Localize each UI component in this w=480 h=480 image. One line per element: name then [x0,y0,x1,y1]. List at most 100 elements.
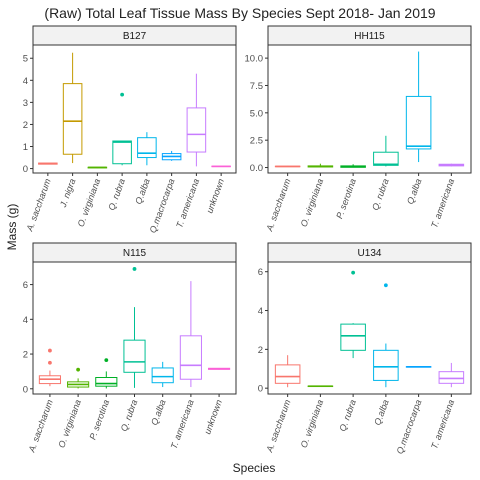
x-tick-label: A. saccharum [24,177,53,234]
box-unknown [211,165,231,168]
y-tick-label: 0 [258,384,263,395]
box-p-serotina [95,358,118,389]
x-tick-label: Q.alba [405,177,423,205]
box-q-alba [373,283,399,388]
x-tick-label: Q.macrocarpa [148,177,177,234]
panel-u134: U134 0 2 4 6 A. saccharum O. virginiana Q. rubr… [258,242,472,455]
x-tick-label: T. americana [174,177,201,229]
iqr-box [151,367,174,384]
iqr-box [186,107,207,153]
y-tick-label: 5.0 [250,108,263,119]
facet-strip-label: HH115 [354,31,385,42]
y-axis-title: Mass (g) [5,204,19,251]
box-a-saccharum [274,165,301,168]
x-tick-label: unknown [202,398,224,435]
box-q-rubra [340,270,366,359]
iqr-box [95,377,118,387]
box-a-saccharum [38,162,58,165]
x-tick-label: Q. rubra [119,398,140,432]
y-tick-label: 1 [23,142,28,153]
x-tick-label: A. saccharum [26,398,55,455]
y-tick-label: 2.5 [250,136,263,147]
panel-hh115: HH115 0.0 2.5 5.0 7.5 10.0 A. saccharum O. virg… [245,25,472,234]
facet-strip-label: B127 [123,31,147,42]
iqr-box [405,95,432,150]
box-q-alba [151,361,174,388]
y-tick-label: 3 [23,98,28,109]
x-tick-label: O. virginiana [299,398,326,449]
x-tick-label: Q.macrocarpa [395,398,424,455]
box-t-americana [186,73,207,167]
box-o-virginiana [307,385,334,388]
y-tick-label: 10.0 [245,54,264,65]
x-tick-label: Q. rubra [370,177,391,211]
iqr-box [179,335,202,380]
chart-title: (Raw) Total Leaf Tissue Mass By Species … [44,5,435,21]
x-axis-title: Species [233,461,276,475]
box-t-americana [179,281,202,388]
box-t-americana [438,362,465,388]
outlier-point [120,92,125,97]
x-tick-label: Q.alba [372,398,390,426]
x-tick-label: A. saccharum [264,177,293,234]
y-tick-label: 4 [258,306,263,317]
x-tick-label: Q. rubra [337,398,358,432]
y-tick-label: 2 [258,345,263,356]
outlier-point [48,348,52,353]
y-tick-label: 4 [23,76,28,87]
box-t-americana [438,163,465,167]
x-tick-label: T. americana [429,177,456,229]
x-tick-label: O. virginiana [299,177,326,228]
box-unknown [208,367,231,370]
box-q-alba [405,51,432,163]
iqr-box [340,323,366,351]
iqr-box [62,83,83,155]
x-tick-label: Q.alba [133,177,151,205]
outlier-point [48,360,52,365]
y-tick-label: 2 [23,350,28,361]
outlier-point [383,283,388,288]
facet-strip-label: U134 [358,248,382,259]
box-o-virginiana [87,166,108,169]
box-q-macrocarpa [161,150,182,161]
box-q-alba [137,132,157,166]
box-o-virginiana [67,367,90,389]
y-tick-label: 5 [23,54,28,65]
x-tick-label: P. serotina [87,398,111,441]
x-tick-label: O. virginiana [76,177,103,228]
box-p-serotina [340,164,366,168]
x-tick-label: Q. rubra [106,177,127,211]
outlier-point [104,358,109,363]
x-tick-label: T. americana [429,398,456,450]
x-tick-label: A. saccharum [264,398,293,455]
iqr-box [373,151,399,166]
facet-strip-label: N115 [123,248,147,259]
panel-background [267,261,472,395]
panel-n115: N115 0 2 4 6 A. saccharum O. virginiana P. sero… [23,242,237,455]
x-tick-label: O. virginiana [56,398,83,449]
x-tick-label: Q.alba [149,398,167,426]
outlier-point [132,267,137,271]
iqr-box [137,137,157,159]
x-tick-label: unknown [204,177,226,214]
iqr-box [274,364,301,384]
iqr-box [373,349,399,381]
y-tick-label: 2 [23,120,28,131]
x-tick-label: T. americana [169,398,196,450]
box-q-rubra [123,267,146,388]
y-tick-label: 0 [23,384,28,395]
iqr-box [112,140,132,165]
box-q-rubra [112,92,132,166]
y-tick-label: 0 [23,164,28,175]
y-tick-label: 6 [258,267,263,278]
box-a-saccharum [38,348,61,387]
box-q-rubra [373,135,399,167]
y-tick-label: 4 [23,315,28,326]
box-a-saccharum [274,355,301,388]
x-tick-label: P. serotina [334,177,358,220]
outlier-point [76,367,81,372]
y-tick-label: 6 [23,280,28,291]
box-q-macrocarpa [405,366,432,368]
